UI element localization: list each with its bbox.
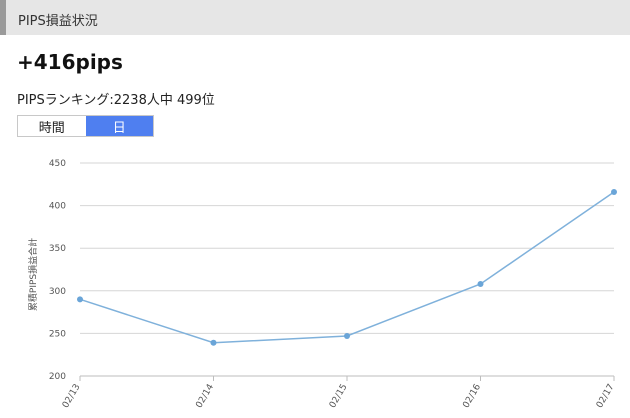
toggle-day-button[interactable]: 日 xyxy=(85,116,153,136)
chart-axes: 200 250 300 350 400 450 02/13 02/14 02/15 02/16 02… xyxy=(49,159,617,410)
x-tick-label: 02/16 xyxy=(461,382,483,410)
x-tick-label: 02/14 xyxy=(194,382,216,410)
y-tick-label: 450 xyxy=(49,159,66,169)
data-point xyxy=(77,296,83,303)
y-tick-label: 200 xyxy=(49,372,66,382)
data-point xyxy=(210,339,217,346)
toggle-hour-button[interactable]: 時間 xyxy=(18,116,86,136)
x-tick-label: 02/15 xyxy=(328,383,350,410)
y-axis-label: 累積PIPS損益合計 xyxy=(27,238,39,311)
section-title: PIPS損益状況 xyxy=(18,14,98,29)
x-tick-label: 02/17 xyxy=(595,383,617,410)
y-tick-label: 300 xyxy=(49,287,66,297)
x-tick-label: 02/13 xyxy=(61,383,83,410)
pips-ranking: PIPSランキング:2238人中 499位 xyxy=(17,93,215,108)
y-tick-label: 400 xyxy=(49,202,66,212)
section-header: PIPS損益状況 xyxy=(0,0,630,35)
chart-series xyxy=(77,188,617,346)
data-point xyxy=(344,332,350,339)
data-point xyxy=(611,188,617,195)
chart-grid xyxy=(80,162,614,377)
data-point xyxy=(477,280,484,287)
period-toggle: 時間 日 xyxy=(17,115,154,137)
total-pips: +416pips xyxy=(17,50,123,74)
y-tick-label: 350 xyxy=(49,244,66,254)
y-tick-label: 250 xyxy=(49,329,66,339)
series-line xyxy=(79,191,615,344)
